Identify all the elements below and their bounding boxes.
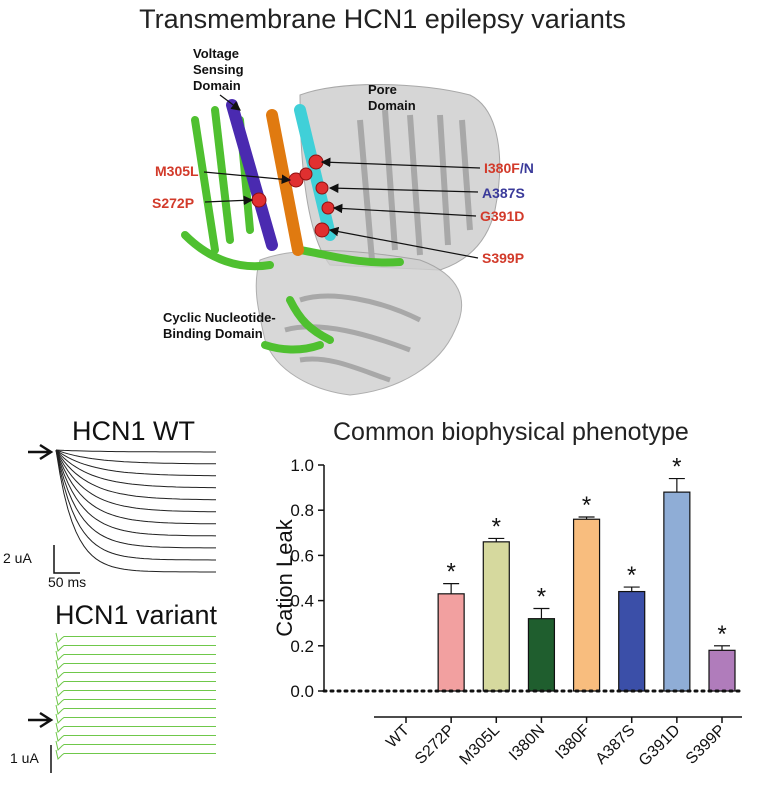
x-tick-label: G391D [636,722,684,770]
variant-trace-line [55,749,216,760]
variant-trace-line [55,668,216,679]
wt-trace-line [55,449,217,489]
arrow-g391d [332,203,477,217]
bar-m305l [482,541,510,692]
wt-arrow-icon [28,443,54,461]
label-s272p: S272P [152,195,195,211]
wt-trace-line [55,449,216,561]
arrow-vsd [219,94,241,111]
x-tick-label: WT [383,722,413,752]
wt-trace-line [55,449,216,501]
bar-a387s [618,590,646,692]
significance-star: * [672,454,681,481]
bar-i380f [572,518,601,692]
arrow-s272p [204,195,254,206]
variant-current-traces [28,632,216,760]
label-i380n: N [523,160,534,176]
significance-star: * [492,513,501,540]
cyan-helix [294,104,336,241]
wt-trace-line [55,449,216,525]
x-tick-label: A387S [593,722,639,768]
significance-star: * [582,492,591,519]
variant-trace-line [55,650,216,661]
wt-trace-line [55,449,217,537]
label-m305l: M305L [155,163,199,179]
variant-trace-line [55,641,216,652]
y-tick-label: 1.0 [290,456,314,475]
wt-trace-line [55,449,216,549]
y-tick-label: 0.6 [290,546,314,565]
significance-star: * [717,621,726,648]
variant-trace-line [55,722,216,733]
variant-trace-line [55,713,216,724]
bar-g391d [663,491,691,692]
x-tick-label: I380F [552,722,593,763]
significance-star: * [446,559,455,586]
arrow-s399p [328,226,479,259]
variant-trace-line [55,740,216,751]
label-s399p: S399P [482,250,525,266]
y-tick-label: 0.2 [290,637,314,656]
wt-trace-title: HCN1 WT [72,416,195,446]
variant-scale-y: 1 uA [10,750,39,766]
protein-structure-illustration [181,84,501,396]
variant-trace-line [55,695,216,706]
mutation-residues [251,154,335,238]
variant-trace-line [55,659,216,670]
label-cyclic-nucleotide-domain: Cyclic Nucleotide-Binding Domain [163,310,276,341]
chart-title: Common biophysical phenotype [333,418,689,446]
y-axis-label: Cation Leak [272,518,297,636]
bar-s272p [437,593,465,692]
bar-i380n [527,618,556,692]
x-tick-label: I380N [506,722,548,764]
variant-arrow-icon [28,711,54,729]
variant-scale-bar [50,745,52,773]
x-tick-label: S272P [412,722,458,768]
y-tick-label: 0.4 [290,592,314,611]
variant-trace-title: HCN1 variant [55,600,218,630]
label-g391d: G391D [480,208,525,224]
cation-leak-bar-chart: 0.0 0.2 0.4 0.6 0.8 1.0 Cation Leak WT * S272P * M3… [272,454,744,770]
wt-scale-x: 50 ms [48,574,87,590]
significance-star: * [627,562,636,589]
x-tick-label: S399P [683,722,729,768]
label-voltage-sensing-domain: Voltage Sensing Domain [193,46,244,93]
variant-trace-line [55,686,216,697]
figure-title: Transmembrane HCN1 epilepsy variants [139,4,626,34]
label-i380-slash: / [519,160,524,176]
x-tick-label: M305L [457,722,504,769]
label-i380: I380F/N [484,160,534,176]
wt-scale-y: 2 uA [3,550,32,566]
y-tick-label: 0.8 [290,501,314,520]
bar-s399p [708,649,736,692]
gray-structure [255,84,501,396]
wt-scale-bar [53,545,80,574]
variant-trace-line [55,731,216,742]
y-tick-label: 0.0 [290,682,314,701]
arrow-a387s [328,183,479,194]
vsd-helix [226,99,278,251]
variant-trace-line [55,677,216,688]
wt-trace-line [55,449,216,453]
variant-trace-line [55,704,216,715]
label-pore-domain: Pore Domain [368,82,416,113]
label-a387s: A387S [482,185,525,201]
label-i380f: I380F [484,160,520,176]
green-domain [181,106,404,354]
wt-current-traces [28,443,217,573]
significance-star: * [537,584,546,611]
wt-trace-line [55,449,217,513]
wt-trace-line [55,449,216,465]
wt-trace-line [55,449,216,573]
arrow-i380 [320,157,481,169]
wt-trace-line [55,449,216,477]
variant-trace-line [55,632,216,643]
arrow-m305l [203,171,292,185]
